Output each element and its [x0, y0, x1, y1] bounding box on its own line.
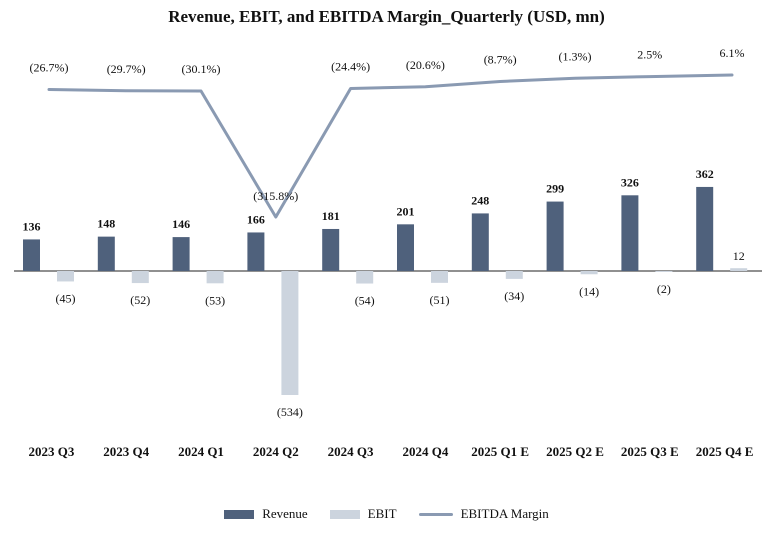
- chart-title: Revenue, EBIT, and EBITDA Margin_Quarter…: [168, 7, 605, 26]
- revenue-data-label: 136: [23, 219, 41, 233]
- ebit-bar: [281, 271, 299, 395]
- revenue-data-label: 146: [172, 217, 190, 231]
- ebit-data-label: (52): [130, 293, 150, 307]
- ebit-bar: [580, 271, 598, 275]
- legend-label-ebit: EBIT: [367, 506, 397, 521]
- ebit-data-label: (14): [579, 284, 599, 298]
- revenue-bar: [471, 213, 489, 271]
- legend-swatch-ebit: [329, 509, 360, 519]
- x-tick-label: 2024 Q4: [402, 444, 448, 459]
- ebit-data-label: (34): [504, 289, 524, 303]
- legend-label-revenue: Revenue: [262, 506, 308, 521]
- ebit-data-label: 12: [733, 249, 745, 263]
- x-tick-label: 2023 Q4: [103, 444, 149, 459]
- ebit-bar: [505, 271, 523, 279]
- ebitda-margin-data-label: (8.7%): [484, 53, 517, 67]
- revenue-bar: [23, 239, 40, 271]
- ebitda-margin-data-label: (315.8%): [253, 189, 298, 203]
- legend-item-ebit: EBIT: [329, 506, 397, 522]
- revenue-data-label: 362: [696, 167, 714, 181]
- revenue-data-label: 166: [247, 212, 265, 226]
- x-tick-label: 2023 Q3: [28, 444, 74, 459]
- revenue-data-label: 326: [621, 175, 639, 189]
- revenue-data-label: 148: [97, 217, 115, 231]
- x-tick-label: 2024 Q2: [253, 444, 299, 459]
- ebit-bar: [206, 271, 224, 284]
- ebitda-margin-data-label: (24.4%): [331, 59, 370, 73]
- legend-swatch-revenue: [224, 509, 255, 519]
- ebit-data-label: (2): [657, 282, 671, 296]
- revenue-data-label: 201: [397, 204, 415, 218]
- ebitda-margin-line: [47, 73, 734, 219]
- legend: Revenue EBIT EBITDA Margin: [0, 506, 773, 522]
- ebitda-margin-data-label: (1.3%): [559, 49, 592, 63]
- legend-item-ebitda-margin: EBITDA Margin: [418, 506, 549, 522]
- x-tick-label: 2025 Q4 E: [696, 444, 754, 459]
- revenue-bar: [97, 236, 115, 271]
- legend-line-ebitda-margin: [418, 512, 453, 516]
- ebitda-margin-data-label: (20.6%): [406, 58, 445, 72]
- ebitda-margin-data-label: 6.1%: [720, 46, 745, 60]
- revenue-bar: [621, 195, 639, 271]
- x-tick-label: 2025 Q2 E: [546, 444, 604, 459]
- x-tick-label: 2025 Q3 E: [621, 444, 679, 459]
- x-tick-label: 2024 Q1: [178, 444, 224, 459]
- ebit-data-label: (45): [56, 291, 76, 305]
- revenue-bar: [322, 228, 340, 271]
- ebit-data-label: (53): [205, 293, 225, 307]
- ebit-data-label: (51): [430, 293, 450, 307]
- ebitda-margin-data-label: (30.1%): [182, 62, 221, 76]
- ebit-data-label: (534): [277, 405, 303, 419]
- ebitda-margin-data-label: (26.7%): [30, 60, 69, 74]
- ebit-bar: [730, 268, 748, 271]
- ebit-bar: [431, 271, 448, 283]
- x-tick-label: 2025 Q1 E: [471, 444, 529, 459]
- ebit-bar: [655, 271, 673, 272]
- ebit-data-label: (54): [355, 294, 375, 308]
- ebit-bar: [356, 271, 374, 284]
- revenue-bar: [172, 237, 190, 271]
- ebitda-margin-data-label: 2.5%: [637, 48, 662, 62]
- revenue-bar: [397, 224, 414, 271]
- revenue-data-label: 299: [546, 182, 564, 196]
- ebitda-margin-data-label: (29.7%): [107, 62, 146, 76]
- legend-item-revenue: Revenue: [224, 506, 308, 522]
- legend-label-ebitda-margin: EBITDA Margin: [460, 506, 549, 521]
- ebit-bar: [57, 271, 74, 282]
- revenue-bar: [696, 186, 714, 271]
- revenue-bar: [546, 201, 564, 271]
- x-tick-label: 2024 Q3: [328, 444, 374, 459]
- ebit-bar: [131, 271, 149, 284]
- revenue-data-label: 248: [471, 193, 489, 207]
- revenue-bar: [247, 232, 265, 271]
- revenue-data-label: 181: [322, 209, 340, 223]
